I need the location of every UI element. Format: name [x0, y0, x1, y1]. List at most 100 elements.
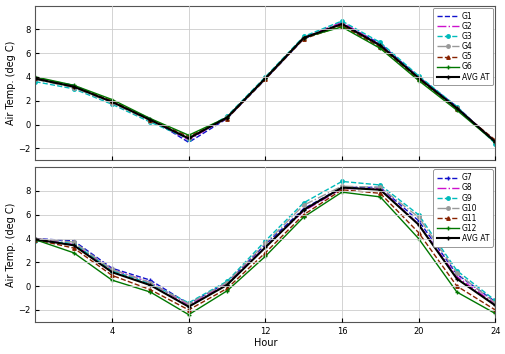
AVG AT: [71, 85, 77, 89]
G7: [32, 236, 38, 241]
G11: [185, 308, 191, 312]
G8: [338, 187, 344, 191]
G12: [300, 215, 306, 219]
AVG AT: [147, 118, 153, 122]
G7: [71, 239, 77, 243]
G7: [453, 272, 459, 276]
G1: [300, 37, 306, 41]
Line: G12: G12: [34, 190, 496, 316]
AVG AT: [491, 139, 497, 144]
G6: [185, 133, 191, 137]
G3: [415, 74, 421, 78]
G12: [376, 195, 382, 199]
G5: [224, 116, 230, 121]
AVG AT: [185, 304, 191, 309]
G11: [262, 251, 268, 255]
G8: [262, 245, 268, 249]
G4: [32, 77, 38, 81]
G6: [262, 76, 268, 80]
AVG AT: [32, 237, 38, 241]
G1: [224, 116, 230, 121]
G7: [491, 299, 497, 304]
G3: [147, 120, 153, 124]
G7: [300, 207, 306, 211]
G4: [300, 35, 306, 40]
G12: [491, 312, 497, 316]
G2: [376, 43, 382, 47]
G1: [415, 75, 421, 79]
G8: [224, 282, 230, 286]
AVG AT: [262, 245, 268, 250]
G11: [376, 191, 382, 195]
G10: [491, 301, 497, 305]
AVG AT: [224, 115, 230, 120]
G11: [338, 188, 344, 192]
AVG AT: [415, 76, 421, 80]
G1: [453, 104, 459, 109]
G4: [376, 44, 382, 48]
G12: [147, 290, 153, 294]
AVG AT: [376, 43, 382, 47]
G9: [185, 301, 191, 305]
G6: [71, 83, 77, 87]
AVG AT: [338, 22, 344, 26]
G9: [224, 279, 230, 284]
G5: [185, 134, 191, 138]
G10: [453, 271, 459, 275]
G2: [109, 100, 115, 104]
G3: [32, 80, 38, 84]
G12: [185, 313, 191, 317]
AVG AT: [415, 222, 421, 227]
G10: [300, 203, 306, 207]
G6: [453, 108, 459, 112]
G8: [300, 209, 306, 213]
G6: [300, 35, 306, 40]
G4: [147, 119, 153, 123]
G12: [224, 289, 230, 293]
G5: [376, 45, 382, 49]
AVG AT: [338, 185, 344, 190]
G6: [147, 116, 153, 121]
G4: [338, 22, 344, 27]
G5: [262, 77, 268, 81]
G6: [376, 46, 382, 51]
G1: [491, 140, 497, 144]
AVG AT: [300, 36, 306, 40]
G6: [109, 97, 115, 102]
G9: [338, 179, 344, 184]
G6: [338, 25, 344, 29]
Line: G9: G9: [34, 180, 496, 304]
AVG AT: [491, 303, 497, 308]
G2: [415, 75, 421, 79]
G1: [185, 140, 191, 144]
G9: [262, 239, 268, 243]
G11: [109, 273, 115, 278]
Line: G1: G1: [35, 23, 494, 142]
G5: [109, 99, 115, 103]
G1: [262, 77, 268, 81]
AVG AT: [224, 283, 230, 287]
G3: [224, 114, 230, 118]
G2: [338, 20, 344, 24]
G1: [32, 76, 38, 80]
G8: [71, 242, 77, 247]
G11: [415, 230, 421, 235]
G9: [491, 298, 497, 303]
G12: [453, 290, 459, 294]
G5: [415, 77, 421, 81]
AVG AT: [147, 283, 153, 287]
G3: [109, 102, 115, 107]
G12: [262, 254, 268, 258]
G9: [415, 213, 421, 217]
AVG AT: [32, 76, 38, 81]
Legend: G7, G8, G9, G10, G11, G12, AVG AT: G7, G8, G9, G10, G11, G12, AVG AT: [432, 170, 492, 247]
Line: G7: G7: [34, 185, 496, 306]
G3: [453, 104, 459, 109]
G10: [147, 280, 153, 285]
G3: [376, 40, 382, 45]
G5: [71, 84, 77, 88]
Legend: G1, G2, G3, G4, G5, G6, AVG AT: G1, G2, G3, G4, G5, G6, AVG AT: [432, 8, 492, 85]
G4: [415, 76, 421, 80]
G10: [338, 184, 344, 188]
G5: [338, 24, 344, 28]
